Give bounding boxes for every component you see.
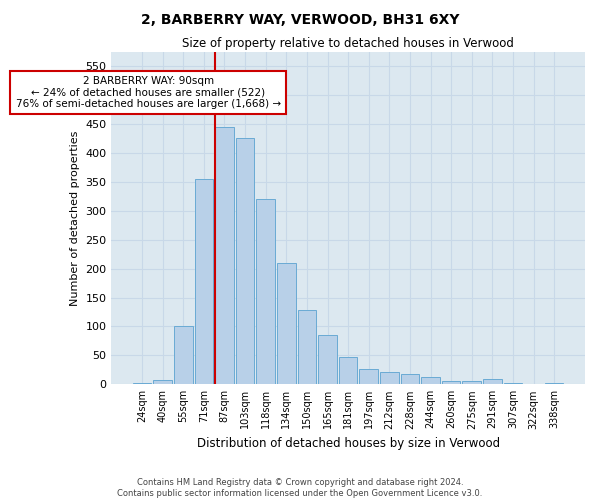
X-axis label: Distribution of detached houses by size in Verwood: Distribution of detached houses by size … — [197, 437, 500, 450]
Text: 2, BARBERRY WAY, VERWOOD, BH31 6XY: 2, BARBERRY WAY, VERWOOD, BH31 6XY — [141, 12, 459, 26]
Text: Contains HM Land Registry data © Crown copyright and database right 2024.
Contai: Contains HM Land Registry data © Crown c… — [118, 478, 482, 498]
Bar — [215, 127, 234, 384]
Bar — [463, 382, 481, 384]
Bar — [154, 380, 172, 384]
Y-axis label: Number of detached properties: Number of detached properties — [70, 130, 80, 306]
Bar — [298, 310, 316, 384]
Bar — [442, 381, 460, 384]
Bar — [380, 372, 398, 384]
Title: Size of property relative to detached houses in Verwood: Size of property relative to detached ho… — [182, 38, 514, 51]
Bar — [277, 263, 296, 384]
Bar — [545, 383, 563, 384]
Bar — [421, 377, 440, 384]
Bar — [483, 378, 502, 384]
Bar — [504, 382, 522, 384]
Bar — [256, 199, 275, 384]
Bar — [401, 374, 419, 384]
Bar — [236, 138, 254, 384]
Bar — [339, 356, 358, 384]
Bar — [318, 335, 337, 384]
Bar — [194, 179, 213, 384]
Bar — [133, 382, 151, 384]
Bar — [174, 326, 193, 384]
Bar — [359, 368, 378, 384]
Text: 2 BARBERRY WAY: 90sqm
← 24% of detached houses are smaller (522)
76% of semi-det: 2 BARBERRY WAY: 90sqm ← 24% of detached … — [16, 76, 281, 109]
